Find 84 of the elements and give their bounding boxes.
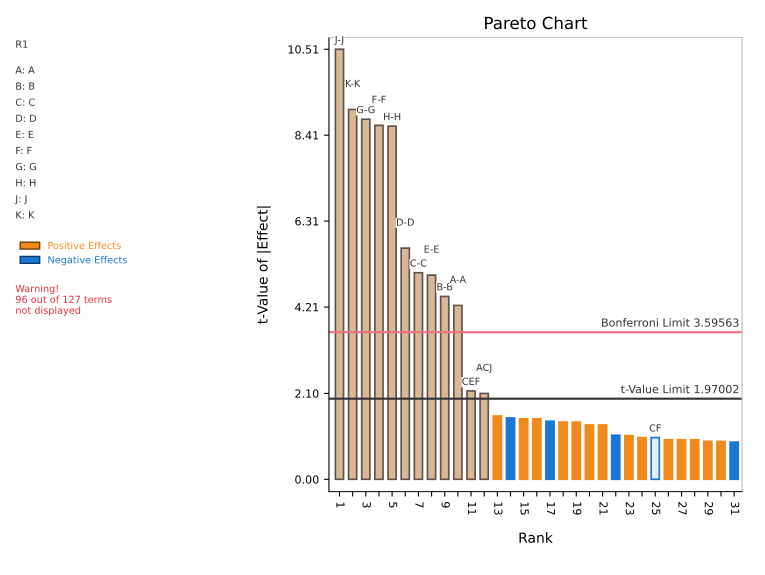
text: J-J: [334, 36, 344, 46]
bar: [729, 441, 740, 480]
y-tick-label: 10.51: [288, 45, 318, 54]
x-tick-label: 9: [442, 502, 450, 508]
bar: [610, 434, 621, 480]
text: Warning! 96 out of 127 terms not displayed: [16, 284, 112, 316]
text: H: H: [16, 179, 36, 186]
bar: [558, 421, 568, 480]
text: F-F: [372, 96, 386, 103]
x-axis-title: Rank: [520, 532, 553, 543]
bar: [571, 421, 582, 480]
bar: [624, 434, 634, 480]
bar: [426, 274, 436, 480]
text: C: C: [16, 98, 35, 106]
text: D: D: [16, 114, 36, 122]
bar: [545, 420, 555, 480]
text: G: G: [16, 162, 36, 170]
y-tick-label: 4.21: [295, 303, 318, 312]
bar: [466, 390, 476, 480]
bar: [452, 304, 463, 480]
bar: [400, 247, 410, 480]
text: A: A: [15, 66, 35, 74]
bar: [479, 392, 490, 480]
ref-line-label: Bonferroni Limit 3.59563: [602, 318, 739, 327]
bar: [663, 438, 674, 480]
bar: [374, 124, 384, 480]
bar: [387, 125, 398, 480]
text: B: B: [16, 82, 34, 90]
bar: [690, 438, 700, 480]
x-tick-label: 7: [415, 502, 424, 508]
x-tick-label: 21: [600, 502, 608, 514]
text: R1: [16, 40, 28, 48]
bar: [532, 418, 542, 480]
bar: [584, 424, 594, 480]
x-tick-label: 13: [494, 502, 503, 515]
bar: [637, 436, 647, 480]
bar: [348, 108, 358, 480]
bar: [676, 438, 686, 480]
text: ACJ: [476, 364, 492, 373]
y-tick-label: 2.10: [295, 389, 318, 398]
text: H-H: [384, 112, 400, 120]
y-tick-label: 6.31: [295, 217, 318, 226]
text: G-G: [356, 106, 374, 114]
legend-label: Negative Effects: [48, 256, 127, 266]
bar: [598, 424, 608, 480]
bar: [702, 440, 713, 480]
x-tick-label: 23: [626, 502, 634, 515]
chart-title: Pareto Chart: [485, 16, 588, 30]
x-tick-label: 31: [730, 502, 740, 514]
x-tick-label: 11: [468, 502, 476, 514]
bar: [360, 118, 371, 480]
text: D-D: [396, 218, 414, 226]
text: F: F: [16, 146, 32, 154]
y-tick-label: 8.41: [295, 131, 318, 140]
text: A-A: [450, 276, 466, 283]
text: C-C: [410, 259, 426, 267]
y-tick-label: 0.00: [295, 475, 318, 484]
bar: [518, 418, 529, 480]
x-tick-label: 17: [546, 502, 556, 515]
text: K-K: [346, 80, 360, 87]
x-tick-label: 1: [336, 502, 345, 508]
bar: [414, 272, 424, 480]
bar: [506, 417, 516, 480]
x-tick-label: 19: [573, 502, 582, 515]
bar: [440, 296, 450, 480]
x-tick-label: 5: [388, 502, 398, 508]
text: K: K: [16, 211, 35, 218]
ref-line-label: t-Value Limit 1.97002: [620, 384, 738, 394]
text: J: J: [14, 195, 26, 204]
bar: [716, 440, 726, 480]
x-tick-label: 27: [678, 502, 687, 515]
x-tick-label: 3: [362, 502, 371, 508]
y-axis-title: t-Value of |Effect|: [256, 206, 271, 324]
text: CF: [650, 424, 661, 432]
bar: [650, 436, 660, 480]
x-tick-label: 29: [704, 502, 714, 515]
bar: [492, 415, 502, 480]
text: E: E: [16, 130, 34, 138]
text: CEF: [462, 378, 480, 385]
bar: [334, 48, 344, 480]
x-tick-label: 15: [520, 502, 529, 515]
x-tick-label: 25: [652, 502, 660, 515]
legend-label: Positive Effects: [48, 242, 121, 250]
text: E-E: [424, 246, 439, 253]
